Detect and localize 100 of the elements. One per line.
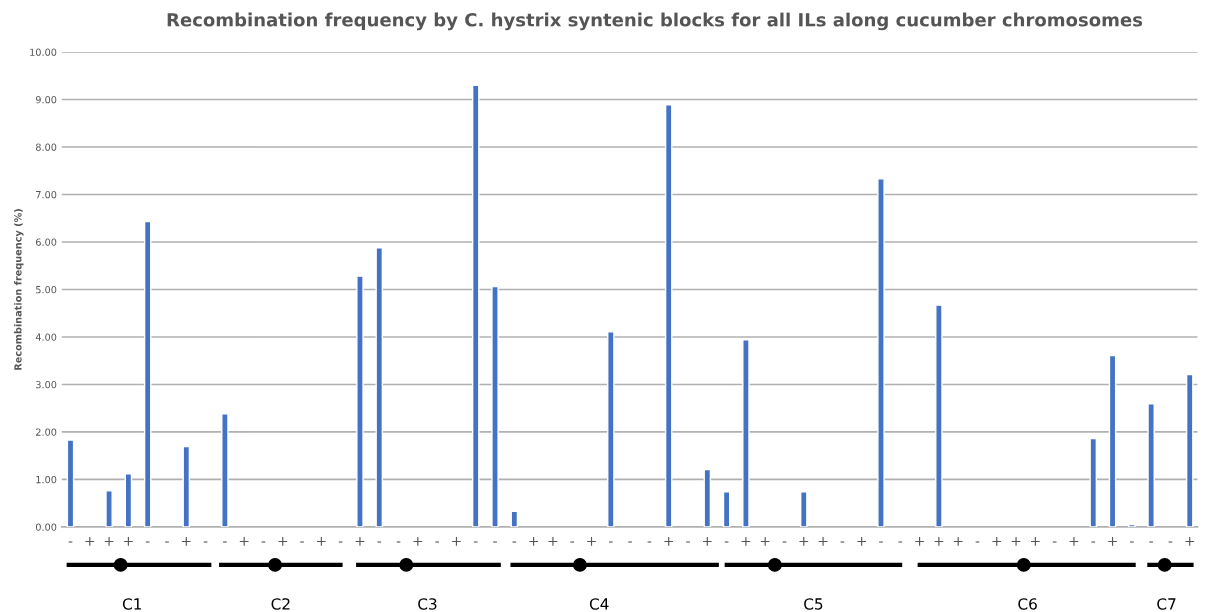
- text: C6: [1018, 598, 1037, 610]
- text: C7: [1157, 598, 1176, 610]
- y-tick-label: 6.00: [35, 238, 57, 246]
- bar: [703, 468, 712, 527]
- bar: [471, 84, 480, 527]
- x-tick-label: -: [165, 541, 169, 543]
- bar: [491, 285, 499, 527]
- bar: [1089, 437, 1098, 527]
- x-tick-label: -: [608, 541, 613, 543]
- x-tick-label: -: [975, 541, 980, 543]
- x-tick-label: +: [124, 537, 133, 546]
- bar: [1128, 523, 1136, 527]
- bar: [1185, 373, 1194, 527]
- x-tick-label: -: [1052, 541, 1057, 543]
- x-tick-label: -: [1149, 541, 1153, 543]
- x-tick-label: -: [1168, 541, 1173, 543]
- x-tick-label: +: [181, 537, 191, 546]
- x-tick-label: -: [686, 541, 690, 543]
- x-tick-label: +: [915, 537, 924, 546]
- x-tick-label: +: [452, 537, 461, 546]
- bar: [742, 339, 750, 527]
- x-tick-label: -: [512, 541, 517, 543]
- x-tick-label: +: [799, 537, 809, 546]
- x-tick-label: -: [223, 541, 227, 543]
- x-tick-label: +: [857, 537, 867, 546]
- x-tick-label: +: [587, 537, 596, 546]
- x-tick-label: -: [647, 541, 652, 543]
- y-tick-label: 0.00: [35, 523, 57, 531]
- y-tick-label: 10.00: [30, 48, 57, 56]
- x-tick-label: +: [1185, 537, 1195, 546]
- bar: [1147, 403, 1155, 527]
- x-tick-label: +: [1031, 537, 1040, 546]
- x-tick-label: +: [1108, 537, 1117, 546]
- x-tick-label: -: [261, 541, 266, 543]
- x-tick-label: +: [1011, 537, 1021, 546]
- x-tick-label: +: [992, 537, 1002, 546]
- text: C2: [271, 598, 290, 610]
- y-tick-label: 5.00: [36, 285, 57, 294]
- x-tick-label: +: [413, 537, 423, 546]
- x-tick-label: -: [68, 541, 73, 543]
- x-tick-label: +: [741, 537, 751, 546]
- x-tick-label: +: [355, 537, 365, 546]
- bar: [105, 490, 113, 527]
- text: C4: [589, 598, 609, 610]
- x-tick-label: -: [493, 541, 497, 543]
- bar: [375, 246, 384, 527]
- y-tick-label: 8.00: [35, 143, 57, 151]
- bar: [182, 445, 191, 527]
- bar: [800, 491, 808, 527]
- x-tick-label: +: [104, 537, 114, 546]
- x-tick-label: -: [473, 541, 478, 543]
- y-tick-label: 3.00: [36, 380, 57, 389]
- x-tick-label: +: [934, 537, 944, 546]
- bar: [221, 413, 229, 527]
- x-tick-label: -: [898, 541, 903, 543]
- y-tick-label: 1.00: [36, 475, 57, 484]
- x-tick-label: -: [570, 541, 575, 543]
- x-tick-label: +: [818, 537, 828, 546]
- x-tick-label: -: [203, 541, 208, 543]
- x-tick-label: -: [840, 541, 845, 543]
- bar: [664, 104, 673, 527]
- bar: [1108, 354, 1117, 527]
- x-tick-label: +: [529, 537, 538, 546]
- x-tick-label: -: [435, 541, 439, 543]
- y-axis-title: Recombination frequency (%): [14, 209, 24, 370]
- chart-title: Recombination frequency by C. hystrix syntenic blocks for all ILs along cucumber chromosomes: [167, 12, 1143, 31]
- bar: [356, 275, 364, 527]
- x-tick-label: +: [953, 537, 963, 546]
- x-tick-label: -: [396, 541, 401, 543]
- y-tick-label: 4.00: [35, 333, 57, 341]
- text: C1: [122, 598, 142, 610]
- x-tick-label: -: [1130, 541, 1134, 543]
- x-tick-label: -: [628, 541, 632, 543]
- bar: [722, 491, 731, 527]
- x-tick-label: +: [548, 537, 558, 546]
- x-tick-label: -: [782, 541, 787, 543]
- x-tick-label: +: [702, 537, 712, 546]
- bar: [143, 220, 152, 527]
- x-tick-label: -: [377, 541, 382, 543]
- text: C5: [804, 598, 823, 610]
- bar: [66, 439, 75, 527]
- bar: [510, 510, 519, 527]
- x-tick-label: -: [338, 541, 343, 543]
- y-tick-label: 9.00: [35, 95, 57, 104]
- x-tick-label: -: [879, 541, 883, 543]
- x-tick-label: +: [317, 537, 326, 546]
- y-tick-label: 7.00: [36, 190, 57, 199]
- x-tick-label: -: [1091, 541, 1096, 543]
- bar: [935, 304, 943, 527]
- x-tick-label: -: [724, 541, 729, 543]
- bar: [877, 178, 885, 527]
- y-tick-label: 2.00: [36, 428, 57, 436]
- x-tick-label: +: [85, 537, 95, 546]
- x-tick-label: +: [664, 537, 674, 546]
- x-tick-label: +: [760, 537, 770, 546]
- x-tick-label: +: [239, 537, 249, 546]
- x-tick-label: +: [1069, 537, 1079, 546]
- x-tick-label: -: [145, 541, 150, 543]
- bar: [124, 473, 133, 527]
- text: C3: [418, 598, 437, 610]
